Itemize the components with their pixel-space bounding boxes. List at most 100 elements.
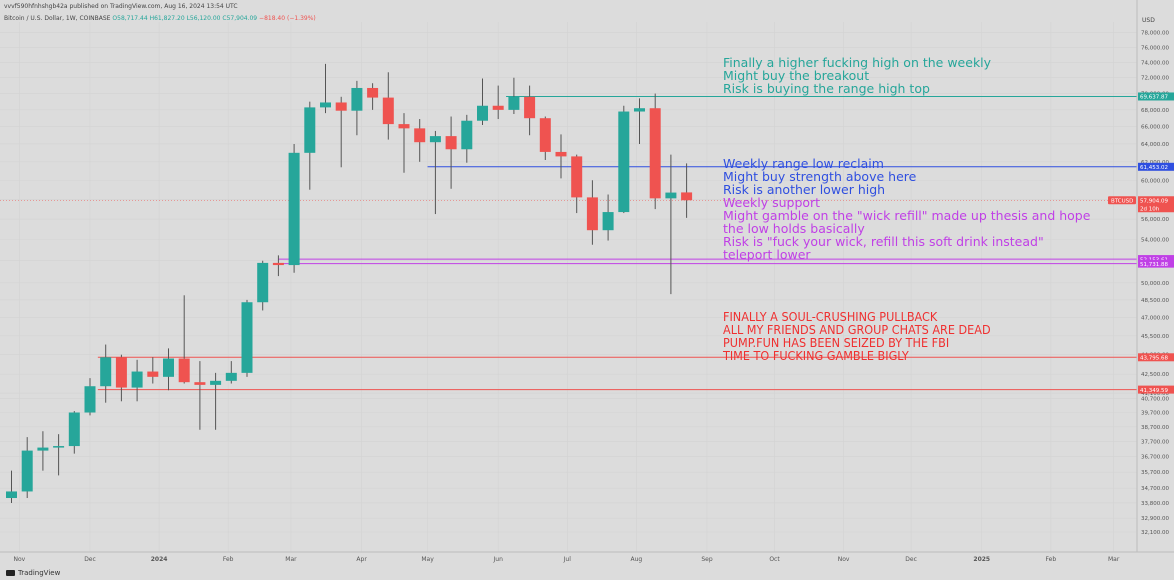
note-weekly-support: Weekly support Might gamble on the "wick…	[723, 196, 1090, 261]
candle-body	[524, 96, 536, 119]
y-tick-label: 56,000.00	[1141, 217, 1169, 223]
grid-lines	[0, 22, 1137, 552]
note-line: Weekly support	[723, 195, 821, 210]
last-price-label: 57,904.09	[1140, 198, 1168, 204]
y-tick-label: 66,000.00	[1141, 125, 1169, 131]
level-tag-label: 41,349.59	[1140, 388, 1168, 394]
candle-body	[367, 87, 379, 98]
candle	[618, 105, 630, 214]
candle-body	[53, 446, 65, 448]
candle-body	[115, 357, 127, 388]
candle	[272, 255, 284, 277]
candle-body	[21, 450, 33, 492]
x-tick-label: Feb	[1046, 556, 1057, 563]
candle	[681, 163, 693, 218]
candle	[539, 116, 551, 161]
y-tick-label: 35,700.00	[1141, 470, 1169, 476]
candle	[586, 180, 598, 245]
candle-body	[241, 302, 253, 373]
note-line: TIME TO FUCKING GAMBLE BIGLY	[723, 348, 909, 363]
tradingview-footer[interactable]: TradingView	[6, 569, 60, 577]
candle	[178, 295, 190, 384]
candle	[634, 98, 645, 144]
x-tick-label: Dec	[905, 556, 917, 563]
note-line: Risk is "fuck your wick, refill this sof…	[723, 234, 1044, 249]
y-tick-label: 47,000.00	[1141, 316, 1169, 322]
candlesticks	[6, 63, 693, 503]
x-tick-label: 2024	[151, 556, 168, 563]
note-line: ALL MY FRIENDS AND GROUP CHATS ARE DEAD	[723, 322, 991, 337]
y-tick-label: 42,500.00	[1141, 372, 1169, 378]
candle	[21, 437, 33, 499]
candle	[351, 80, 363, 136]
y-tick-label: 74,000.00	[1141, 60, 1169, 66]
y-tick-label: 38,700.00	[1141, 425, 1169, 431]
y-tick-label: 64,000.00	[1141, 142, 1169, 148]
candle-body	[602, 212, 614, 231]
note-pullback: FINALLY A SOUL-CRUSHING PULLBACK ALL MY …	[723, 310, 991, 362]
x-tick-label: May	[421, 556, 434, 563]
y-tick-label: 76,000.00	[1141, 45, 1169, 51]
note-line: Risk is buying the range high top	[723, 81, 930, 96]
x-tick-label: Feb	[223, 556, 234, 563]
y-tick-label: 41,100.00	[1141, 391, 1169, 397]
candle	[665, 154, 677, 295]
candle	[84, 378, 96, 416]
time-axis[interactable]: Nov Dec 2024 Feb Mar Apr May Jun Jul Aug Sep Oct Nov…	[13, 556, 1119, 563]
ohlc-change: −818.40 (−1.39%)	[259, 15, 316, 22]
candle	[335, 96, 347, 168]
note-line: Might buy strength above here	[723, 169, 917, 184]
y-tick-label: 54,000.00	[1141, 238, 1169, 244]
candle-body	[37, 447, 49, 451]
note-higher-high: Finally a higher fucking high on the wee…	[723, 56, 991, 95]
last-price-countdown: 2d 10h	[1140, 206, 1160, 212]
candle	[100, 344, 112, 403]
candle-body	[288, 152, 300, 266]
level-tag-label: 69,637.87	[1140, 95, 1168, 101]
candle	[115, 354, 127, 402]
symbol-tag-bg	[1108, 196, 1136, 205]
candle	[147, 357, 159, 384]
candle	[210, 372, 222, 430]
candle	[367, 83, 379, 110]
candle-body	[84, 386, 96, 413]
candle-body	[681, 192, 693, 201]
candle-body	[508, 96, 520, 110]
y-tick-label: 45,500.00	[1141, 334, 1169, 340]
x-tick-label: Nov	[838, 556, 850, 563]
y-tick-label: 48,500.00	[1141, 298, 1169, 304]
candle-body	[649, 108, 661, 199]
candle	[382, 72, 394, 140]
y-tick-label: 39,700.00	[1141, 411, 1169, 417]
ohlc-high: H61,827.20	[149, 15, 185, 22]
x-tick-label: Sep	[701, 556, 713, 563]
candle	[429, 130, 441, 215]
y-tick-label: 78,000.00	[1141, 31, 1169, 37]
y-tick-label: 32,100.00	[1141, 530, 1169, 536]
candle	[53, 434, 65, 476]
candle	[445, 116, 457, 189]
candle-body	[147, 371, 159, 377]
y-tick-label: 32,900.00	[1141, 516, 1169, 522]
note-line: teleport lower	[723, 247, 811, 262]
candle-body	[555, 151, 567, 157]
publisher-line: vvvf590hfnhshgb42a published on TradingV…	[4, 3, 238, 10]
tradingview-logo-icon	[6, 570, 15, 576]
x-tick-label: 2025	[973, 556, 990, 563]
candle-body	[225, 372, 237, 381]
candle-body	[477, 105, 488, 121]
candle	[304, 101, 316, 190]
level-tag-bg	[1138, 353, 1174, 362]
level-tag-label: 61,453.02	[1140, 165, 1168, 171]
candle	[508, 77, 520, 115]
candle-body	[571, 156, 583, 198]
candle-body	[429, 136, 441, 143]
price-axis[interactable]: 78,000.0076,000.0074,000.0072,000.0070,0…	[1141, 31, 1169, 536]
candle	[288, 143, 300, 273]
note-range-low-reclaim: Weekly range low reclaim Might buy stren…	[723, 157, 916, 196]
ohlc-open: O58,717.44	[112, 15, 148, 22]
level-tag-bg	[1138, 385, 1174, 394]
level-tag-bg	[1138, 259, 1174, 268]
candle	[602, 194, 614, 241]
